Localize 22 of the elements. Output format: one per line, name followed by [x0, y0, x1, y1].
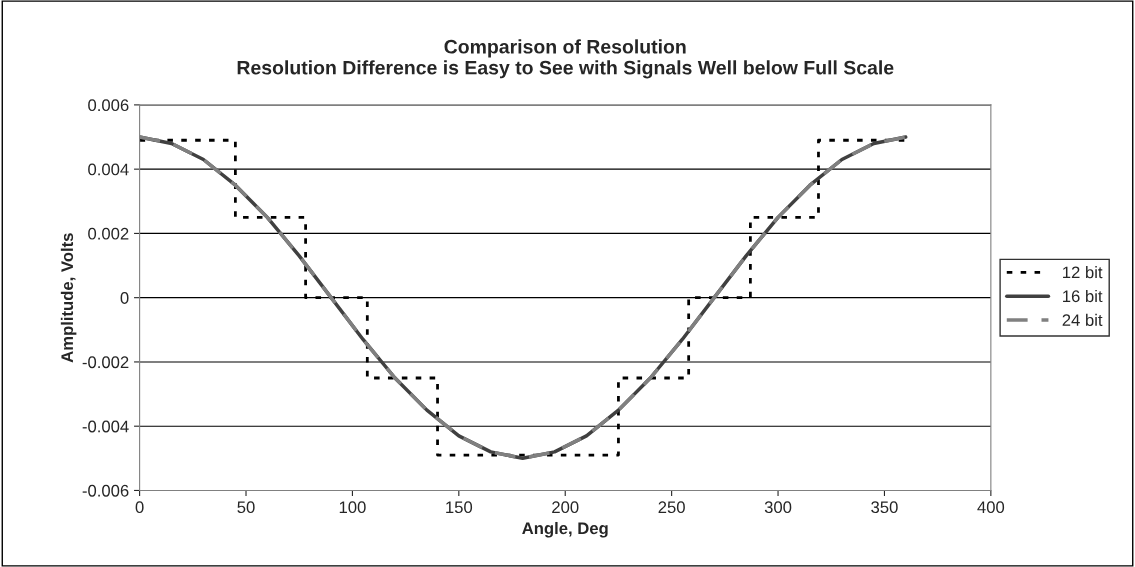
x-tick-label: 150 — [446, 501, 473, 514]
x-axis-title: Angle, Deg — [522, 521, 608, 538]
y-tick-label: -0.002 — [82, 356, 129, 369]
x-tick-label: 50 — [237, 501, 255, 514]
legend-label: 12 bit — [1063, 266, 1103, 279]
x-tick-label: 0 — [135, 501, 144, 514]
x-tick-label: 250 — [658, 501, 685, 514]
x-tick-label: 350 — [871, 501, 898, 514]
y-tick-label: 0 — [120, 292, 129, 304]
y-tick-label: 0.006 — [88, 99, 129, 112]
legend-label: 16 bit — [1063, 289, 1103, 303]
y-tick-label: 0.002 — [88, 227, 129, 240]
y-axis-title: Amplitude, Volts — [60, 233, 77, 363]
x-tick-label: 100 — [339, 501, 366, 514]
chart-title: Comparison of Resolution Resolution Difference is Easy to See with Signals Well below Full Scale — [237, 39, 894, 79]
x-tick-label: 400 — [977, 501, 1005, 514]
x-tick-label: 200 — [552, 501, 579, 514]
y-tick-label: -0.004 — [82, 420, 129, 433]
legend-label: 24 bit — [1062, 313, 1103, 327]
y-tick-label: 0.004 — [88, 163, 129, 176]
y-tick-label: -0.006 — [82, 484, 129, 497]
x-tick-label: 300 — [764, 501, 792, 514]
